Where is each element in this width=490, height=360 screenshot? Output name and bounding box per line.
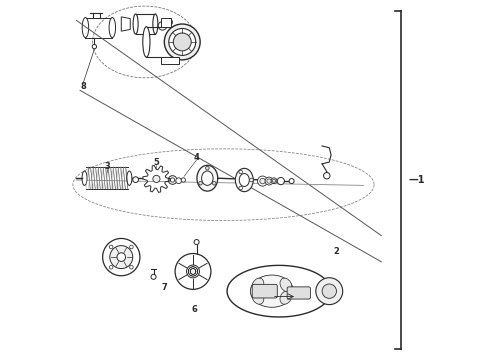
Circle shape (289, 179, 294, 184)
Circle shape (272, 179, 276, 182)
Text: —1: —1 (408, 175, 425, 185)
Circle shape (110, 246, 133, 269)
Circle shape (323, 172, 330, 179)
Circle shape (158, 22, 167, 30)
Ellipse shape (322, 284, 337, 298)
Ellipse shape (235, 168, 253, 192)
Ellipse shape (169, 28, 196, 55)
Ellipse shape (164, 24, 200, 60)
Polygon shape (161, 18, 171, 27)
Ellipse shape (280, 291, 292, 304)
Ellipse shape (197, 165, 218, 191)
FancyBboxPatch shape (252, 284, 277, 298)
Circle shape (102, 238, 140, 276)
Ellipse shape (250, 275, 294, 307)
Text: 4: 4 (194, 153, 199, 162)
Text: 3: 3 (104, 162, 110, 171)
Ellipse shape (109, 18, 116, 38)
Circle shape (250, 178, 253, 182)
Circle shape (181, 178, 186, 182)
Circle shape (271, 178, 277, 184)
Text: 2: 2 (334, 247, 340, 256)
Text: 5: 5 (153, 158, 159, 167)
Circle shape (187, 265, 199, 278)
Circle shape (92, 44, 97, 49)
FancyBboxPatch shape (287, 287, 311, 299)
Circle shape (239, 186, 243, 190)
Ellipse shape (316, 278, 343, 305)
Circle shape (130, 245, 133, 249)
Ellipse shape (133, 14, 138, 34)
Ellipse shape (239, 174, 249, 186)
Ellipse shape (82, 18, 89, 38)
Circle shape (239, 170, 243, 174)
Ellipse shape (252, 278, 264, 292)
Ellipse shape (143, 27, 150, 57)
Circle shape (199, 181, 202, 185)
Ellipse shape (201, 171, 213, 185)
Ellipse shape (173, 33, 191, 51)
Ellipse shape (153, 14, 158, 34)
Circle shape (267, 179, 271, 183)
Polygon shape (161, 57, 179, 64)
Circle shape (151, 274, 156, 279)
Polygon shape (227, 265, 331, 317)
Circle shape (194, 239, 199, 244)
Circle shape (117, 253, 125, 261)
Ellipse shape (252, 291, 264, 304)
Text: 7: 7 (161, 283, 167, 292)
Ellipse shape (82, 171, 87, 185)
Circle shape (176, 178, 181, 184)
Text: 8: 8 (80, 82, 86, 91)
Circle shape (130, 265, 133, 269)
Circle shape (258, 176, 268, 186)
Circle shape (277, 177, 285, 185)
Circle shape (167, 19, 172, 25)
Text: 6: 6 (192, 305, 198, 314)
Circle shape (265, 177, 273, 185)
Circle shape (168, 176, 177, 184)
Circle shape (109, 245, 113, 249)
Circle shape (212, 181, 216, 185)
Circle shape (175, 253, 211, 289)
Circle shape (133, 177, 139, 183)
Circle shape (171, 178, 175, 182)
Circle shape (260, 178, 265, 184)
Polygon shape (122, 17, 130, 31)
Circle shape (153, 175, 160, 183)
Ellipse shape (280, 278, 292, 292)
Circle shape (109, 265, 113, 269)
Circle shape (205, 166, 209, 170)
Ellipse shape (127, 171, 132, 185)
